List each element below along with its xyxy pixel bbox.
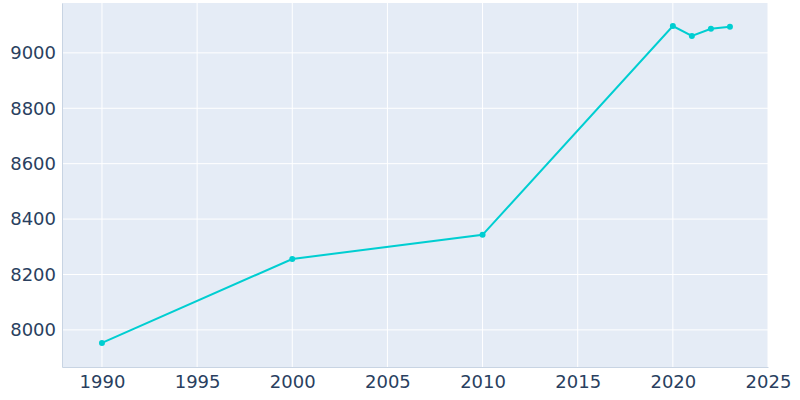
point [708,26,714,32]
grid-line-x [768,3,769,367]
grid-line-x [577,3,578,367]
x-tick: 2020 [650,367,696,392]
x-tick: 1990 [80,367,126,392]
y-tick: 8600 [10,153,62,174]
y-tick-label: 8400 [10,208,56,229]
point [689,33,695,39]
grid-line-y [62,274,768,275]
x-tick: 2000 [270,367,316,392]
x-tick-label: 1995 [175,371,221,392]
grid-line-x [387,3,388,367]
x-tick-label: 2015 [555,371,601,392]
grid-line-x [197,3,198,367]
grid-line-x [292,3,293,367]
y-axis-line [62,4,63,368]
grid-line-x [101,3,102,367]
plot-background [62,3,768,367]
y-axis: 8000 8200 8400 8600 8800 9000 [10,4,62,368]
marks [99,23,733,346]
x-tick-label: 2005 [365,371,411,392]
line [102,26,730,343]
grid-line-y [62,108,768,109]
x-tick: 2010 [460,367,506,392]
point [99,340,105,346]
chart: 1990 1995 2000 2005 2010 2015 2020 2025 8000 8200… [0,0,800,400]
grid-line-x [672,3,673,367]
point [670,23,676,29]
point [727,24,733,30]
y-tick-label: 8800 [10,98,56,119]
x-axis: 1990 1995 2000 2005 2010 2015 2020 2025 [63,367,792,392]
x-tick-label: 2020 [650,371,696,392]
y-tick-label: 8200 [10,264,56,285]
y-tick: 8200 [10,264,62,285]
x-tick: 2015 [555,367,601,392]
y-tick-label: 8000 [10,319,56,340]
grid [62,3,768,367]
plot: 1990 1995 2000 2005 2010 2015 2020 2025 8000 8200… [10,3,791,392]
point [289,256,295,262]
x-tick: 2005 [365,367,411,392]
grid-line-y [62,163,768,164]
y-tick: 9000 [10,42,62,63]
grid-line-y [62,219,768,220]
grid-line-y [62,52,768,53]
x-tick-label: 2010 [460,371,506,392]
x-tick-label: 2025 [746,371,792,392]
x-tick: 1995 [175,367,221,392]
x-axis-line [63,367,769,368]
x-tick-label: 1990 [80,371,126,392]
y-tick-label: 8600 [10,153,56,174]
grid-line-y [62,329,768,330]
point [480,232,486,238]
y-tick: 8400 [10,208,62,229]
x-tick-label: 2000 [270,371,316,392]
y-tick: 8800 [10,98,62,119]
x-tick: 2025 [746,367,792,392]
grid-line-x [482,3,483,367]
y-tick-label: 9000 [10,42,56,63]
y-tick: 8000 [10,319,62,340]
